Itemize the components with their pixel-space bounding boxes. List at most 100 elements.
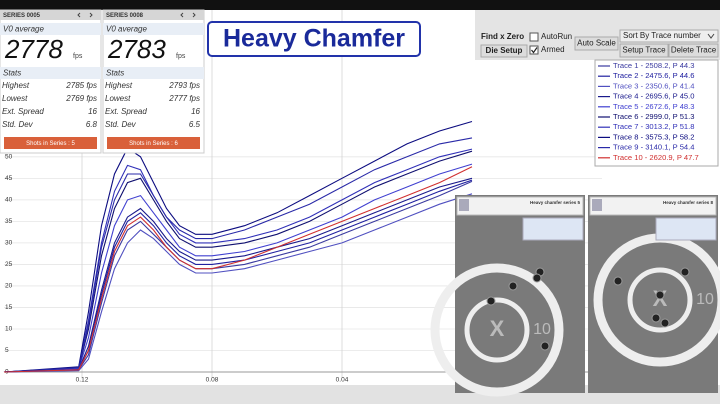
- legend-entry: Trace 10 - 2620.9, P 47.7: [613, 153, 699, 162]
- shots-button[interactable]: [4, 137, 97, 149]
- x-tick-label: 0.08: [206, 377, 219, 384]
- x-tick-label: 0.12: [76, 377, 89, 384]
- stat-value: 2793 fps: [168, 81, 200, 90]
- stat-name: Lowest: [2, 94, 28, 103]
- armed-label: Armed: [541, 45, 565, 54]
- bullet-hole: [655, 290, 665, 300]
- trace-line: [3, 137, 473, 373]
- v0-header: [0, 23, 101, 35]
- autorun-checkbox[interactable]: [529, 32, 539, 42]
- y-tick-label: 10: [5, 326, 13, 333]
- target-icon: [592, 199, 602, 211]
- y-tick-label: 30: [5, 240, 13, 247]
- panel-tab-label: SERIES 0005: [3, 13, 41, 19]
- stat-value: 2769 fps: [65, 94, 97, 103]
- delete-trace-button[interactable]: [668, 43, 719, 58]
- inner-ring: [627, 267, 693, 333]
- outer-ring: [430, 263, 564, 397]
- panel-tab: [103, 10, 204, 20]
- stat-value: 2785 fps: [65, 81, 97, 90]
- y-tick-label: 45: [5, 175, 13, 182]
- bullet-hole: [540, 341, 550, 351]
- stats-header: [103, 67, 204, 79]
- trace-line: [3, 150, 473, 373]
- y-tick-label: 5: [5, 347, 9, 354]
- v0-header: [103, 23, 204, 35]
- y-tick-label: 20: [5, 283, 13, 290]
- legend-entry: Trace 9 - 3140.1, P 54.4: [613, 143, 694, 152]
- armed-checkbox[interactable]: [529, 45, 539, 55]
- stat-name: Std. Dev: [105, 120, 137, 129]
- y-tick-label: 50: [5, 154, 13, 161]
- shots-label: Shots in Series : 6: [129, 141, 178, 147]
- bullet-hole: [532, 273, 542, 283]
- top-strip: [0, 0, 720, 10]
- stat-name: Highest: [2, 81, 30, 90]
- stat-value: 6.5: [189, 120, 201, 129]
- auto-scale-button[interactable]: [574, 36, 619, 51]
- title-box: [207, 21, 421, 57]
- legend-entry: Trace 8 - 3575.3, P 58.2: [613, 132, 694, 141]
- shots-button[interactable]: [107, 137, 200, 149]
- inner-ring: [464, 297, 530, 363]
- v0-unit: fps: [176, 53, 186, 60]
- bullet-hole: [613, 276, 623, 286]
- die-setup-button[interactable]: [480, 44, 528, 58]
- panel-tab: [0, 10, 101, 20]
- setup-trace: Setup Trace: [622, 46, 666, 55]
- stats-label: Stats: [3, 69, 21, 78]
- stat-value: 16: [191, 107, 200, 116]
- stat-name: Std. Dev: [2, 120, 34, 129]
- v0-unit: fps: [73, 53, 83, 60]
- bullet-hole: [680, 267, 690, 277]
- shots-label: Shots in Series : 5: [26, 141, 75, 147]
- target-info: [655, 217, 717, 241]
- trace-line: [3, 120, 473, 373]
- panel-tab-label: SERIES 0008: [106, 13, 144, 19]
- next-arrow[interactable]: [89, 12, 93, 18]
- ring-x: X: [490, 316, 505, 341]
- y-tick-label: 25: [5, 261, 13, 268]
- ring-10: 10: [533, 321, 551, 338]
- sort-dropdown[interactable]: [619, 29, 719, 43]
- trace-line: [3, 177, 473, 373]
- bullet-hole: [486, 296, 496, 306]
- y-tick-label: 15: [5, 304, 13, 311]
- trace-line: [3, 148, 473, 373]
- die-setup: Die Setup: [486, 46, 523, 55]
- stat-value: 16: [88, 107, 97, 116]
- legend-entry: Trace 6 - 2999.0, P 51.3: [613, 112, 694, 121]
- stat-name: Highest: [105, 81, 133, 90]
- toolbar: Find x Zero AutoRun Die Setup Armed Auto…: [475, 10, 720, 60]
- find-zero[interactable]: Find x Zero: [481, 32, 524, 41]
- legend-box: [594, 59, 719, 167]
- prev-arrow[interactable]: [180, 12, 184, 18]
- delete-trace: Delete Trace: [671, 46, 717, 55]
- legend-entry: Trace 5 - 2672.6, P 48.3: [613, 102, 694, 111]
- stat-name: Ext. Spread: [105, 107, 147, 116]
- legend-entry: Trace 4 - 2695.6, P 45.0: [613, 92, 694, 101]
- v0-value: 2783: [107, 34, 166, 64]
- stat-name: Lowest: [105, 94, 131, 103]
- target-info: [522, 217, 584, 241]
- next-arrow[interactable]: [192, 12, 196, 18]
- bullet-hole: [651, 313, 661, 323]
- v0-value: 2778: [4, 34, 63, 64]
- stat-value: 2777 fps: [168, 94, 200, 103]
- trace-line: [3, 166, 473, 373]
- stats-header: [0, 67, 101, 79]
- target-header: [589, 196, 717, 216]
- prev-arrow[interactable]: [77, 12, 81, 18]
- stats-label: Stats: [106, 69, 124, 78]
- legend-entry: Trace 2 - 2475.6, P 44.6: [613, 71, 694, 80]
- y-tick-label: 35: [5, 218, 13, 225]
- legend-entry: Trace 3 - 2350.6, P 41.4: [613, 81, 694, 90]
- title: Heavy Chamfer: [223, 25, 405, 53]
- ring-10: 10: [696, 291, 714, 308]
- setup-trace-button[interactable]: [619, 43, 669, 58]
- bullet-hole: [660, 318, 670, 328]
